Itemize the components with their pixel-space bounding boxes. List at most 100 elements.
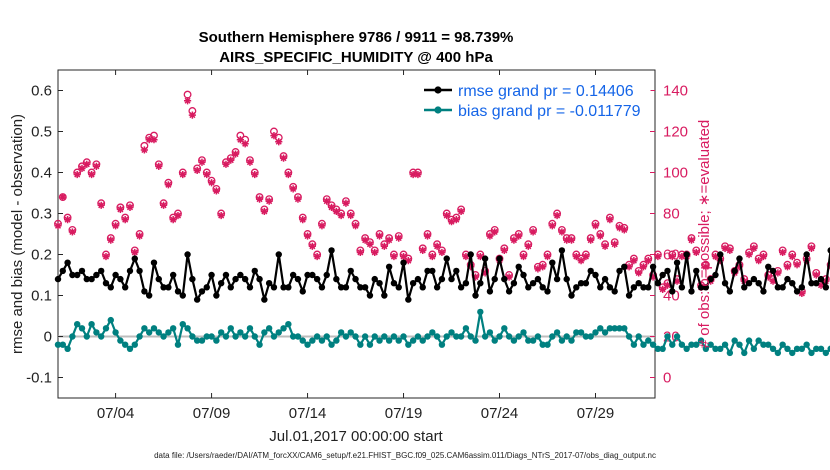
- rmse-point: [539, 284, 546, 291]
- obs-evaluated-point: [155, 162, 163, 170]
- obs-evaluated-point: [529, 228, 537, 236]
- obs-evaluated-point: [294, 195, 302, 203]
- bias-point: [318, 337, 326, 344]
- rmse-point: [337, 284, 345, 291]
- rmse-point: [697, 284, 705, 291]
- bias-point: [553, 329, 561, 336]
- obs-evaluated-point: [635, 269, 643, 277]
- obs-evaluated-point: [582, 252, 590, 261]
- obs-evaluated-point: [299, 216, 307, 224]
- bias-point: [750, 345, 758, 352]
- rmse-point: [102, 280, 110, 287]
- obs-evaluated-point: [342, 199, 350, 207]
- bias-point: [357, 341, 364, 348]
- obs-evaluated-point: [419, 246, 427, 254]
- obs-evaluated-point: [639, 263, 648, 271]
- rmse-point: [419, 284, 426, 291]
- rmse-point: [726, 288, 734, 295]
- rmse-point: [601, 275, 609, 283]
- bias-point: [285, 321, 292, 328]
- rmse-point: [549, 259, 556, 266]
- x-tick-label: 07/04: [97, 405, 135, 422]
- obs-evaluated-point: [102, 252, 110, 261]
- obs-evaluated-point: [783, 263, 792, 271]
- obs-evaluated-point: [395, 234, 403, 242]
- obs-evaluated-point: [491, 228, 499, 236]
- bias-point: [813, 345, 820, 352]
- series-rmse: [54, 247, 830, 303]
- obs-evaluated-point: [193, 166, 201, 175]
- rmse-point: [112, 271, 119, 279]
- x-tick-label: 07/19: [385, 405, 423, 422]
- bias-point: [544, 341, 551, 348]
- obs-evaluated-point: [457, 207, 465, 216]
- obs-possible-point: [826, 260, 830, 269]
- rmse-point: [645, 284, 652, 291]
- obs-evaluated-point: [255, 195, 264, 203]
- obs-evaluated-point: [145, 136, 153, 144]
- rmse-point: [496, 255, 503, 262]
- rmse-point: [712, 271, 719, 279]
- obs-evaluated-point: [284, 170, 292, 179]
- rmse-point: [721, 280, 729, 287]
- y-axis-left-label: rmse and bias (model - observation): [9, 114, 26, 354]
- bias-point: [213, 337, 220, 344]
- bias-point: [568, 337, 575, 344]
- obs-evaluated-point: [673, 277, 681, 285]
- rmse-point: [779, 284, 786, 291]
- y-left-tick-label: 0.6: [31, 83, 52, 100]
- rmse-point: [520, 271, 527, 279]
- rmse-point: [203, 284, 210, 291]
- bias-point: [381, 333, 388, 340]
- bias-point: [529, 337, 537, 344]
- rmse-point: [208, 271, 215, 279]
- obs-evaluated-point: [467, 263, 475, 271]
- rmse-point: [582, 280, 590, 287]
- bias-point: [193, 337, 201, 344]
- obs-evaluated-point: [203, 170, 211, 179]
- obs-evaluated-point: [702, 263, 710, 271]
- obs-evaluated-point: [361, 236, 369, 244]
- rmse-point: [784, 275, 791, 283]
- bias-point: [390, 333, 398, 340]
- obs-evaluated-point: [519, 252, 528, 261]
- rmse-point: [501, 275, 508, 283]
- bias-point: [491, 337, 498, 344]
- bias-point: [419, 337, 426, 344]
- obs-evaluated-point: [759, 252, 768, 261]
- rmse-point: [616, 267, 623, 275]
- bias-point: [606, 325, 614, 332]
- obs-evaluated-point: [366, 240, 374, 248]
- obs-evaluated-point: [404, 257, 412, 265]
- bias-point: [827, 345, 830, 352]
- bias-point: [640, 341, 647, 348]
- obs-evaluated-point: [164, 181, 172, 189]
- rmse-point: [664, 267, 671, 275]
- rmse-point: [477, 280, 484, 287]
- bias-point: [73, 321, 81, 328]
- obs-evaluated-point: [625, 263, 633, 271]
- x-tick-label: 07/09: [193, 405, 231, 422]
- obs-evaluated-point: [308, 242, 316, 250]
- obs-evaluated-point: [265, 197, 273, 205]
- obs-evaluated-point: [798, 289, 806, 298]
- rmse-point: [189, 275, 196, 283]
- bias-point: [165, 329, 172, 336]
- bias-point: [534, 333, 542, 340]
- bias-point: [712, 345, 719, 352]
- bias-point: [117, 337, 124, 344]
- obs-evaluated-point: [611, 240, 619, 248]
- rmse-point: [515, 263, 522, 270]
- legend-bias-marker: [434, 106, 442, 114]
- bias-point: [174, 341, 182, 348]
- bias-point: [789, 349, 796, 357]
- bias-point: [659, 345, 666, 352]
- bias-point: [549, 333, 556, 340]
- bias-point: [227, 325, 234, 332]
- rmse-point: [606, 284, 614, 291]
- bias-point: [697, 337, 705, 344]
- bias-point: [69, 333, 76, 340]
- rmse-point: [126, 267, 134, 275]
- rmse-point: [117, 275, 124, 283]
- bias-point: [693, 341, 700, 348]
